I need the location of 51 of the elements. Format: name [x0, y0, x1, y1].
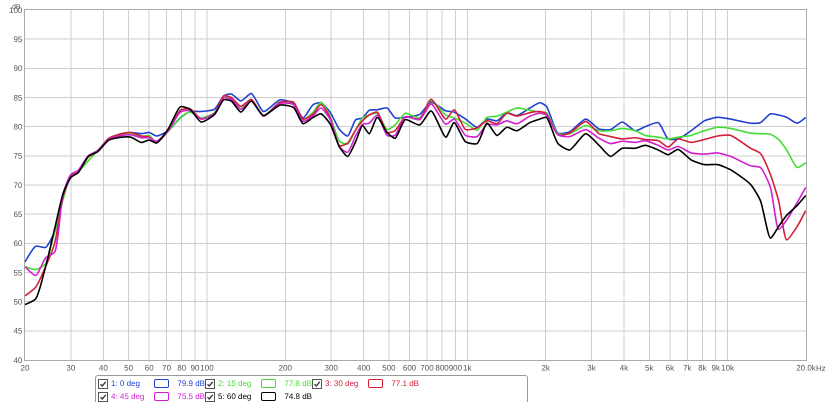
y-tick-label: 60: [13, 239, 23, 248]
x-tick-label: 10k: [721, 364, 736, 373]
y-tick-label: 85: [13, 93, 23, 102]
text: 77.1 dB: [391, 379, 419, 388]
x-tick-label: 20.0k: [796, 364, 817, 373]
x-axis-title: Hz: [816, 364, 826, 373]
x-tick-label: 500: [382, 364, 396, 373]
x-tick-label: 30: [66, 364, 76, 373]
x-tick-label: 20: [20, 364, 30, 373]
x-tick-label: 50: [124, 364, 134, 373]
x-tick-label: 5k: [645, 364, 654, 373]
text: 1: 0 deg: [111, 379, 141, 388]
y-tick-label: 95: [13, 34, 23, 44]
y-tick-label: 55: [13, 268, 23, 278]
x-tick-label: 7k: [683, 364, 693, 373]
y-tick-label: 50: [13, 297, 23, 306]
text: 2: 15 deg: [218, 379, 252, 388]
x-tick-label: 80: [177, 364, 187, 373]
x-tick-label: 4k: [620, 364, 630, 373]
x-tick-label: 800: [435, 364, 450, 373]
x-tick-label: 9k: [711, 364, 721, 373]
y-tick-label: 65: [13, 210, 23, 219]
y-tick-label: 70: [13, 180, 23, 190]
x-tick-label: 100: [200, 364, 214, 373]
text: 3: 30 deg: [325, 379, 360, 388]
x-tick-label: 1k: [463, 364, 473, 373]
text: 77.8 dB: [284, 379, 312, 388]
x-tick-label: 600: [402, 364, 417, 373]
x-tick-label: 200: [278, 364, 293, 373]
text: 5: 60 deg: [218, 392, 252, 401]
x-tick-label: 40: [98, 364, 108, 373]
x-tick-label: 90: [190, 364, 200, 373]
y-tick-label: 40: [13, 356, 23, 365]
x-tick-label: 300: [324, 364, 338, 373]
x-tick-label: 2k: [541, 364, 551, 373]
y-tick-label: 90: [13, 64, 23, 74]
x-tick-label: 8k: [698, 364, 708, 373]
text: 75.5 dB: [177, 392, 205, 401]
x-tick-label: 6k: [666, 364, 676, 373]
y-tick-label: 80: [13, 122, 23, 132]
x-tick-label: 900: [448, 364, 463, 373]
y-tick-label: 75: [13, 152, 23, 161]
y-tick-label: 45: [13, 326, 23, 336]
text: 79.9 dB: [177, 379, 205, 388]
text: 74.8 dB: [284, 392, 312, 401]
x-tick-label: 3k: [587, 364, 597, 373]
x-tick-label: 700: [420, 364, 434, 373]
text: 4: 45 deg: [111, 392, 146, 401]
x-tick-label: 70: [162, 364, 172, 373]
x-tick-label: 60: [144, 364, 154, 373]
x-tick-label: 400: [357, 364, 371, 373]
